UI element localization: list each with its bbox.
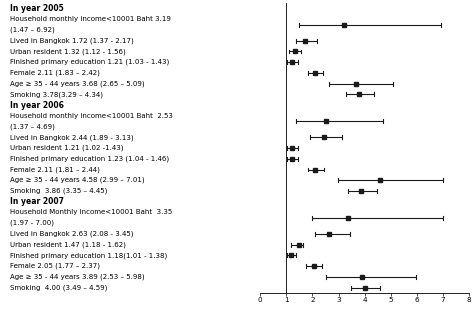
Text: Lived in Bangkok 1.72 (1.37 - 2.17): Lived in Bangkok 1.72 (1.37 - 2.17): [10, 37, 134, 44]
Text: Urban resident 1.32 (1.12 - 1.56): Urban resident 1.32 (1.12 - 1.56): [10, 48, 126, 55]
Text: (1.47 – 6.92): (1.47 – 6.92): [10, 27, 55, 33]
Text: Lived in Bangkok 2.63 (2.08 - 3.45): Lived in Bangkok 2.63 (2.08 - 3.45): [10, 231, 133, 237]
Text: Female 2.11 (1.81 – 2.44): Female 2.11 (1.81 – 2.44): [10, 166, 100, 173]
Text: In year 2007: In year 2007: [10, 197, 64, 206]
Text: Age ≥ 35 - 44 years 4.58 (2.99 – 7.01): Age ≥ 35 - 44 years 4.58 (2.99 – 7.01): [10, 177, 145, 184]
Text: Finished primary education 1.21 (1.03 - 1.43): Finished primary education 1.21 (1.03 - …: [10, 59, 169, 66]
Text: Smoking  3.86 (3.35 – 4.45): Smoking 3.86 (3.35 – 4.45): [10, 188, 107, 194]
Text: Finished primary education 1.18(1.01 - 1.38): Finished primary education 1.18(1.01 - 1…: [10, 252, 167, 259]
Text: In year 2006: In year 2006: [10, 100, 64, 110]
Text: (1.37 – 4.69): (1.37 – 4.69): [10, 123, 55, 130]
Text: Female 2.05 (1.77 – 2.37): Female 2.05 (1.77 – 2.37): [10, 263, 100, 269]
Text: Finished primary education 1.23 (1.04 - 1.46): Finished primary education 1.23 (1.04 - …: [10, 156, 169, 162]
Text: Lived in Bangkok 2.44 (1.89 - 3.13): Lived in Bangkok 2.44 (1.89 - 3.13): [10, 134, 134, 140]
Text: Urban resident 1.21 (1.02 -1.43): Urban resident 1.21 (1.02 -1.43): [10, 145, 123, 151]
Text: Female 2.11 (1.83 – 2.42): Female 2.11 (1.83 – 2.42): [10, 70, 100, 76]
Text: (1.97 - 7.00): (1.97 - 7.00): [10, 220, 54, 226]
Text: Age ≥ 35 - 44 years 3.68 (2.65 – 5.09): Age ≥ 35 - 44 years 3.68 (2.65 – 5.09): [10, 80, 145, 87]
Text: Smoking  4.00 (3.49 – 4.59): Smoking 4.00 (3.49 – 4.59): [10, 284, 107, 291]
Text: Household Monthly income<10001 Baht  3.35: Household Monthly income<10001 Baht 3.35: [10, 209, 172, 215]
Text: Household monthly income<10001 Baht 3.19: Household monthly income<10001 Baht 3.19: [10, 16, 171, 22]
Text: Household monthly income<10001 Baht  2.53: Household monthly income<10001 Baht 2.53: [10, 113, 173, 119]
Text: Smoking 3.78(3.29 – 4.34): Smoking 3.78(3.29 – 4.34): [10, 91, 103, 98]
Text: Urban resident 1.47 (1.18 - 1.62): Urban resident 1.47 (1.18 - 1.62): [10, 241, 126, 248]
Text: In year 2005: In year 2005: [10, 4, 64, 13]
Text: Age ≥ 35 - 44 years 3.89 (2.53 – 5.98): Age ≥ 35 - 44 years 3.89 (2.53 – 5.98): [10, 274, 145, 280]
